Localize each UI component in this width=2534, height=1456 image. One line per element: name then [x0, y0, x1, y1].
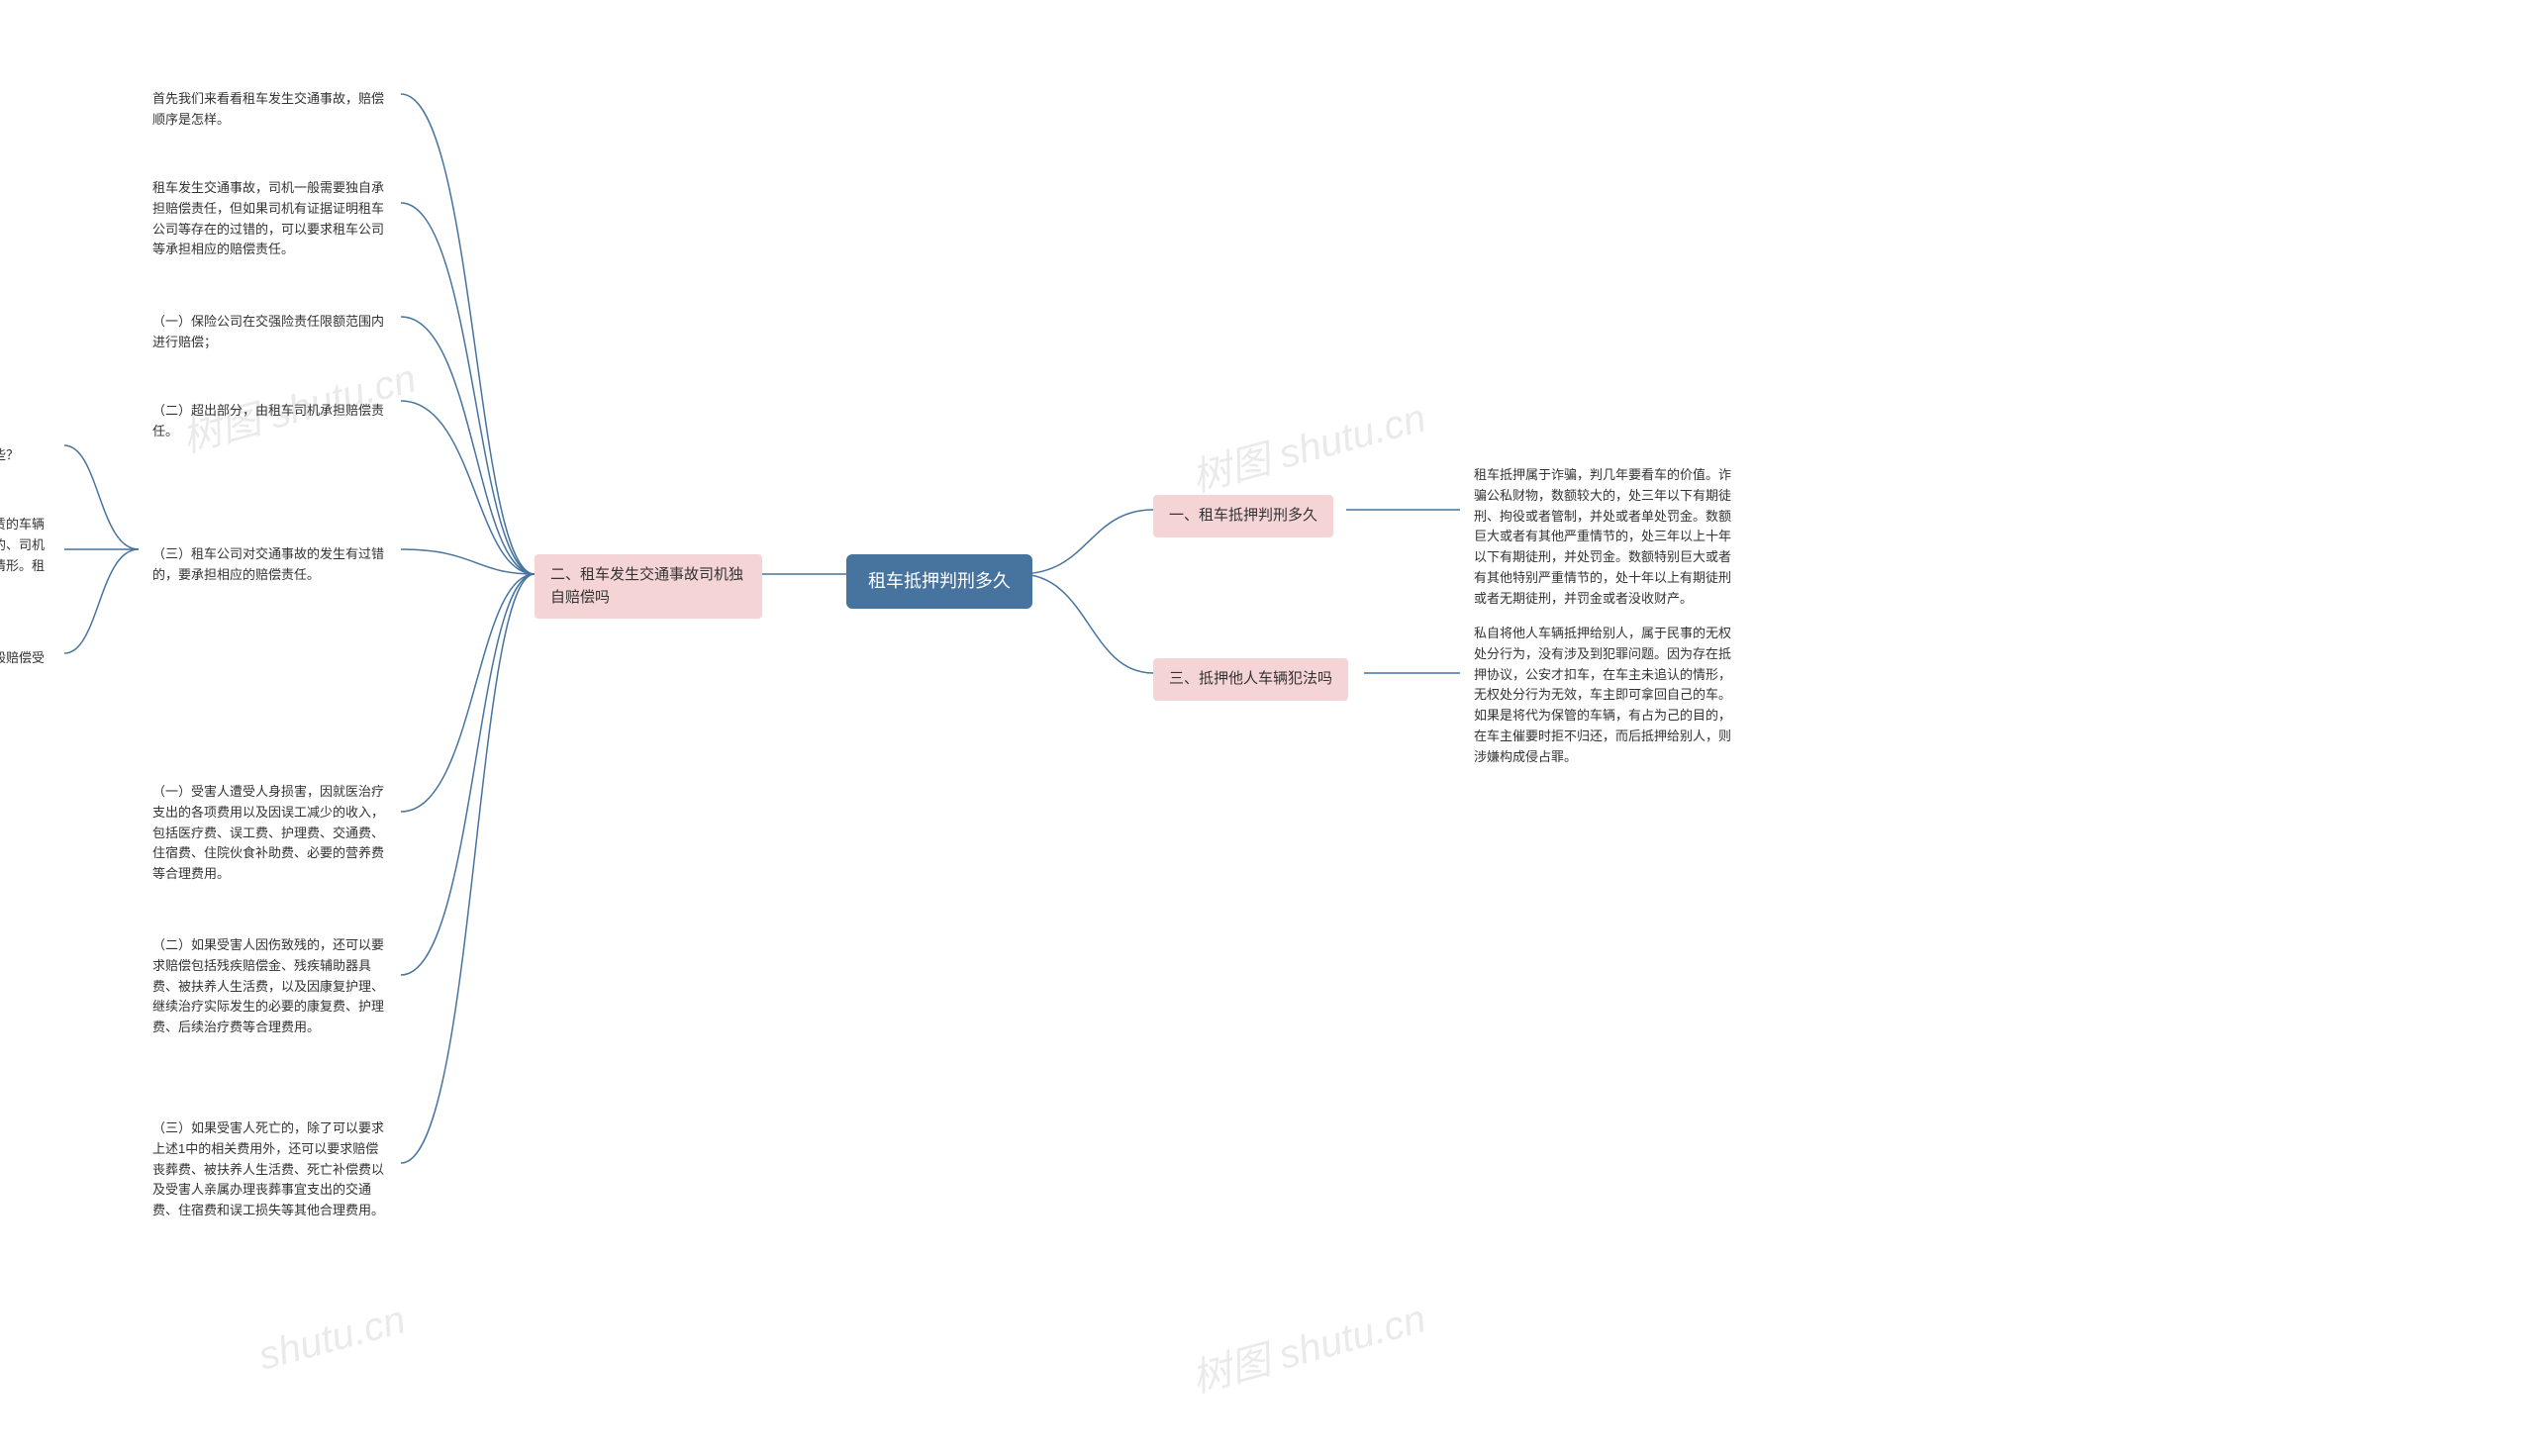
branch-2-leaf-4: （二）超出部分，由租车司机承担赔偿责任。	[139, 391, 401, 452]
watermark: 树图 shutu.cn	[1185, 386, 1431, 504]
root-node[interactable]: 租车抵押判刑多久	[846, 554, 1032, 609]
watermark: 树图 shutu.cn	[1185, 1287, 1431, 1405]
branch-2-leaf-3: （一）保险公司在交强险责任限额范围内进行赔偿；	[139, 302, 401, 363]
watermark: shutu.cn	[254, 1298, 411, 1380]
branch-2-leaf-6: （一）受害人遭受人身损害，因就医治疗支出的各项费用以及因误工减少的收入，包括医疗…	[139, 772, 401, 895]
branch-2-leaf-7: （二）如果受害人因伤致残的，还可以要求赔偿包括残疾赔偿金、残疾辅助器具费、被扶养…	[139, 925, 401, 1048]
branch-3[interactable]: 三、抵押他人车辆犯法吗	[1153, 658, 1348, 701]
branch-1-leaf: 租车抵押属于诈骗，判几年要看车的价值。诈骗公私财物，数额较大的，处三年以下有期徒…	[1460, 455, 1747, 620]
mindmap-canvas: 树图 shutu.cn 树图 shutu.cn 树图 shutu.cn shut…	[0, 0, 2534, 1456]
branch-2-leaf-2: 租车发生交通事故，司机一般需要独自承担赔偿责任，但如果司机有证据证明租车公司等存…	[139, 168, 401, 270]
branch-2-leaf-8: （三）如果受害人死亡的，除了可以要求上述1中的相关费用外，还可以要求赔偿丧葬费、…	[139, 1109, 401, 1231]
branch-2-subleaf-3: 发生交通事故时，肇事司机一般赔偿受害人的费用包括：	[0, 638, 59, 700]
branch-1[interactable]: 一、租车抵押判刑多久	[1153, 495, 1333, 537]
branch-2-subleaf-1: 租车公司有过错的情况是指那些？	[0, 436, 33, 476]
branch-2-subleaf-2: 租车公司知道或者应当知道租赁的车辆存在缺陷、司机没有驾驶资格的、司机醉酒或者不能…	[0, 505, 59, 607]
branch-2-leaf-5: （三）租车公司对交通事故的发生有过错的，要承担相应的赔偿责任。	[139, 534, 401, 596]
branch-3-leaf: 私自将他人车辆抵押给别人，属于民事的无权处分行为，没有涉及到犯罪问题。因为存在抵…	[1460, 614, 1747, 778]
branch-2-leaf-1: 首先我们来看看租车发生交通事故，赔偿顺序是怎样。	[139, 79, 401, 141]
branch-2[interactable]: 二、租车发生交通事故司机独自赔偿吗	[535, 554, 762, 619]
